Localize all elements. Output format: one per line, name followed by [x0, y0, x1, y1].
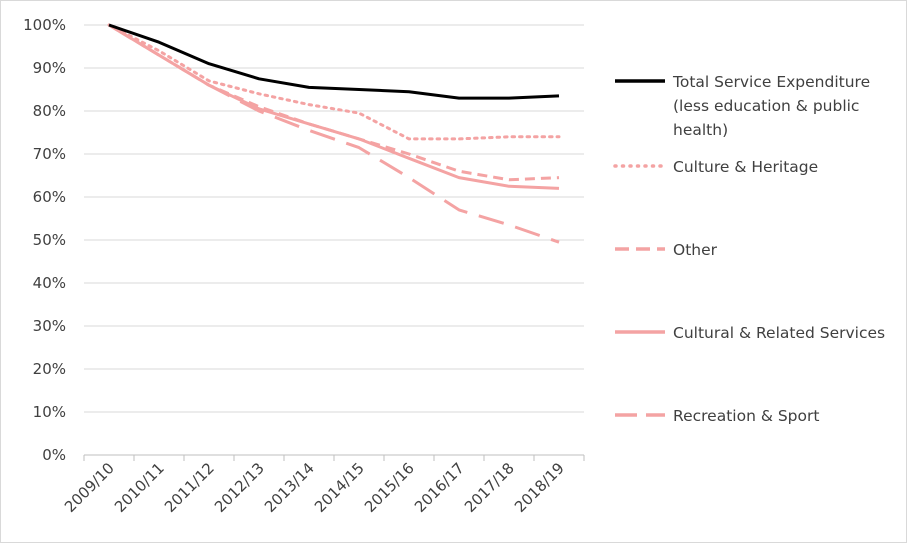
legend: Total Service Expenditure (less education… — [613, 73, 885, 425]
legend-label: health) — [673, 121, 728, 139]
gridlines — [84, 24, 584, 413]
series-line-recreation-sport — [108, 23, 560, 244]
y-tick-label: 80% — [33, 102, 66, 120]
series-line-total-service-expenditure — [108, 23, 560, 100]
x-tick-label: 2018/19 — [511, 459, 568, 516]
series-lines — [107, 23, 561, 244]
x-axis: 2009/102010/112011/122012/132013/142014/… — [61, 454, 585, 516]
y-tick-label: 20% — [33, 360, 66, 378]
series-line-culture-heritage — [107, 23, 561, 141]
x-tick-label: 2013/14 — [261, 459, 318, 516]
x-tick-label: 2011/12 — [161, 459, 218, 516]
y-tick-label: 40% — [33, 274, 66, 292]
x-tick-label: 2010/11 — [111, 459, 168, 516]
y-tick-label: 60% — [33, 188, 66, 206]
legend-label: Culture & Heritage — [673, 158, 818, 176]
y-tick-label: 50% — [33, 231, 66, 249]
y-tick-label: 10% — [33, 403, 66, 421]
legend-label: Other — [673, 241, 718, 259]
y-tick-label: 100% — [23, 16, 66, 34]
x-tick-label: 2015/16 — [361, 459, 418, 516]
x-tick-label: 2017/18 — [461, 459, 518, 516]
legend-label: (less education & public — [673, 97, 859, 115]
series-line-other — [108, 23, 560, 182]
x-tick-label: 2016/17 — [411, 459, 468, 516]
y-axis: 0% 10% 20% 30% 40% 50% 60% 70% 80% 90% 100% — [23, 16, 66, 464]
y-tick-label: 0% — [42, 446, 66, 464]
legend-label: Cultural & Related Services — [673, 324, 885, 342]
y-tick-label: 30% — [33, 317, 66, 335]
legend-label: Total Service Expenditure — [672, 73, 870, 91]
x-tick-label: 2009/10 — [61, 459, 118, 516]
y-tick-label: 90% — [33, 59, 66, 77]
x-tick-label: 2012/13 — [211, 459, 268, 516]
legend-label: Recreation & Sport — [673, 407, 819, 425]
x-tick-label: 2014/15 — [311, 459, 368, 516]
y-tick-label: 70% — [33, 145, 66, 163]
